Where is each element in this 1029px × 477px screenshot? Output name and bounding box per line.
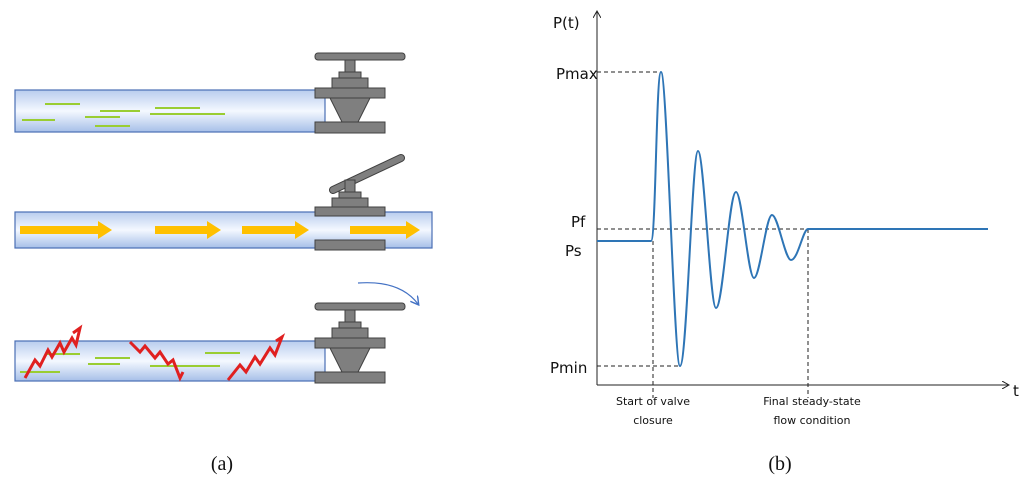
event-label: Start of valve	[616, 395, 690, 408]
level-label: Ps	[565, 242, 582, 260]
event-label: Final steady-state	[763, 395, 861, 408]
guides	[597, 72, 808, 398]
level-label: Pf	[571, 213, 586, 231]
pipe-closing	[15, 158, 432, 250]
closing-arrow	[358, 283, 418, 304]
valve	[315, 303, 405, 383]
x-axis-label: t	[1013, 382, 1019, 400]
level-label: Pmin	[550, 359, 587, 377]
pipe	[15, 90, 325, 132]
level-label: Pmax	[556, 65, 598, 83]
caption: (b)	[768, 453, 791, 475]
event-label: closure	[633, 414, 673, 427]
event-label: flow condition	[773, 414, 850, 427]
pressure-curve	[597, 72, 988, 366]
caption: (a)	[211, 453, 233, 475]
y-axis-label: P(t)	[553, 14, 580, 32]
valve	[315, 53, 405, 133]
pipe-open	[15, 53, 405, 133]
pipe-closed	[15, 303, 405, 383]
figure: (a) P(t) t Pmax Pf Ps Pmin Start of valv…	[0, 0, 1029, 477]
